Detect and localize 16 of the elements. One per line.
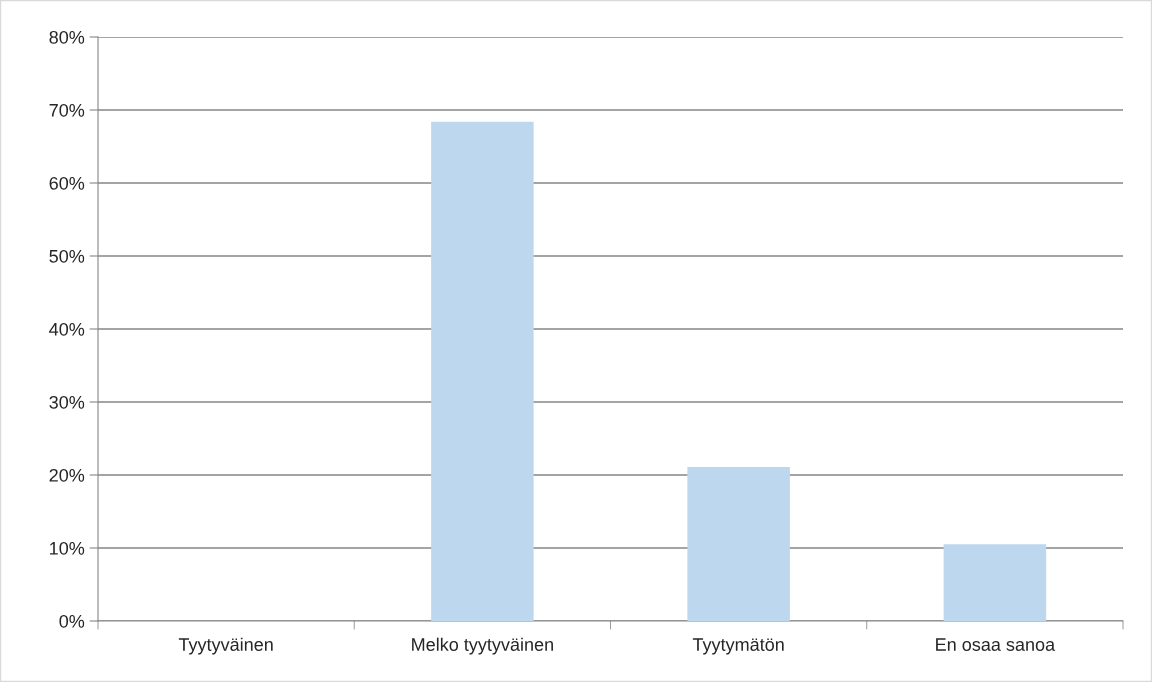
y-tick-label: 80% <box>49 30 85 44</box>
x-tick-label: Tyytyväinen <box>178 637 273 655</box>
y-tick-label: 20% <box>49 468 85 482</box>
x-tick-label: Tyytymätön <box>692 638 784 655</box>
bar <box>687 466 790 621</box>
x-tick-label: Melko tyytyväinen <box>412 637 553 655</box>
y-tick-label: 50% <box>49 249 85 263</box>
bar <box>431 121 534 621</box>
y-tick-label: 30% <box>49 395 85 409</box>
bar <box>943 544 1047 621</box>
y-tick-label: 60% <box>49 176 85 190</box>
y-tick-label: 70% <box>49 103 85 117</box>
y-tick-label: 0% <box>59 614 85 628</box>
x-tick-label: En osaa sanoa <box>936 638 1056 651</box>
y-tick-label: 10% <box>50 541 85 555</box>
y-tick-label: 40% <box>49 322 85 336</box>
